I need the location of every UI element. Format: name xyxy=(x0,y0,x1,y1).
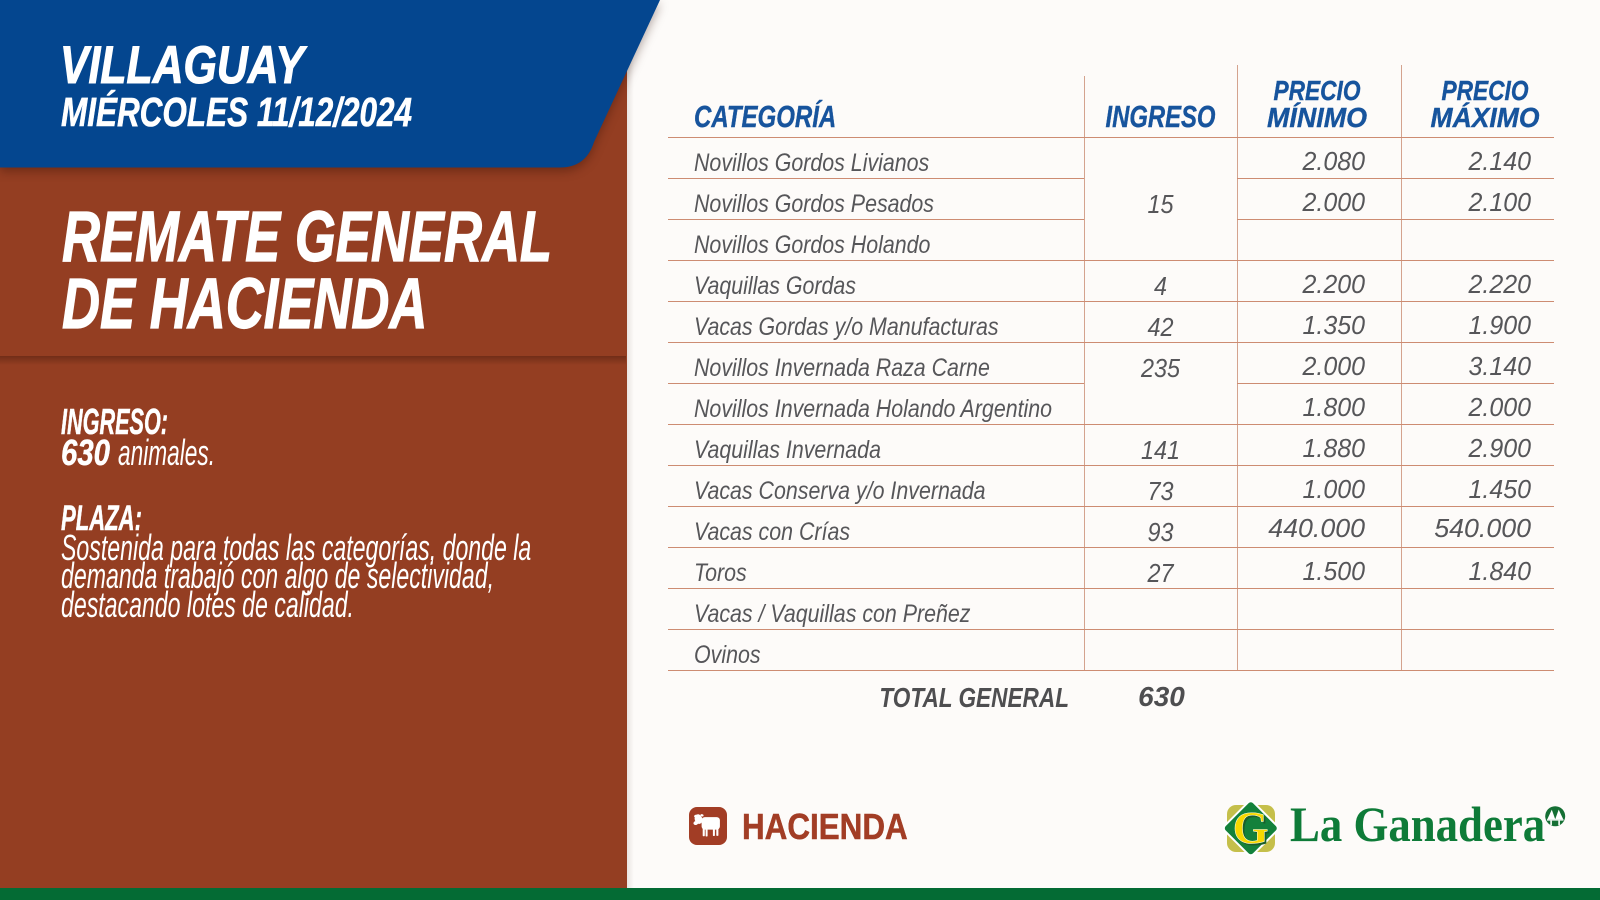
svg-text:G: G xyxy=(1233,802,1269,853)
svg-text:G: G xyxy=(1235,804,1271,855)
